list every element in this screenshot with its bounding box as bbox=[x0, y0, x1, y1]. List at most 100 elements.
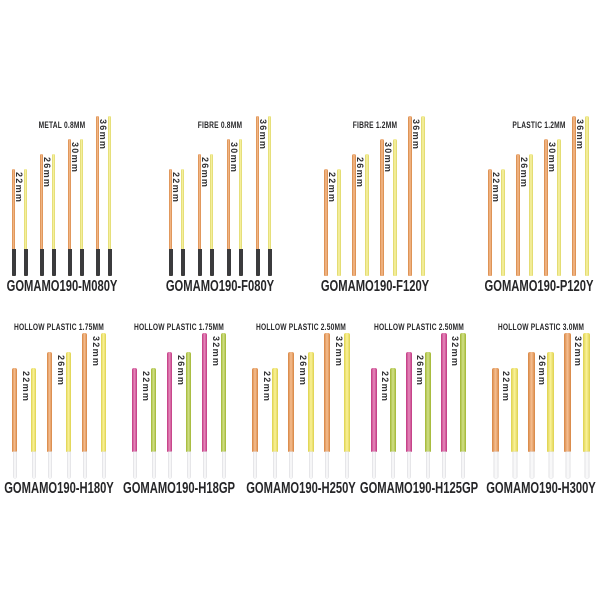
hollow-white-base bbox=[289, 452, 293, 478]
antenna-stick-yellow bbox=[31, 368, 36, 478]
stick-pair: 26mm bbox=[39, 154, 56, 276]
antenna-stick-orange bbox=[380, 139, 384, 276]
black-base-tip bbox=[107, 249, 112, 276]
black-base-tip bbox=[238, 249, 243, 276]
antenna-stick-orange bbox=[255, 116, 260, 276]
antenna-stick-green bbox=[186, 352, 191, 478]
stick-pair: 26mm bbox=[47, 352, 71, 478]
stick-length-label: 32mm bbox=[334, 336, 344, 368]
antenna-stick-orange bbox=[492, 368, 499, 478]
antenna-stick-orange bbox=[197, 154, 202, 276]
hollow-white-base bbox=[407, 452, 411, 478]
antenna-stick-yellow bbox=[529, 154, 533, 276]
black-base-tip bbox=[95, 249, 100, 276]
antenna-stick-green bbox=[151, 368, 156, 478]
group-material-header: FIBRE 0.8MM bbox=[197, 120, 243, 131]
black-base-tip bbox=[267, 249, 272, 276]
antenna-stick-yellow bbox=[180, 169, 185, 276]
stick-pair: 22mm bbox=[488, 169, 505, 276]
antenna-stick-yellow bbox=[66, 352, 71, 478]
antenna-stick-yellow bbox=[365, 154, 369, 276]
stick-pair: 30mm bbox=[67, 139, 84, 276]
antenna-stick-orange bbox=[67, 139, 72, 276]
group-material-header: PLASTIC 1.2MM bbox=[511, 120, 566, 131]
antenna-stick-yellow bbox=[511, 368, 518, 478]
stick-pair: 26mm bbox=[197, 154, 214, 276]
group-material-header: FIBRE 1.2MM bbox=[352, 120, 397, 131]
stick-lineup: 22mm 26mm 32mm bbox=[252, 333, 350, 478]
stick-length-label: 26mm bbox=[42, 157, 52, 189]
product-code: GOMAMO190-H18GP bbox=[122, 480, 236, 497]
antenna-stick-yellow bbox=[267, 116, 272, 276]
stick-pair: 32mm bbox=[324, 333, 350, 478]
antenna-stick-orange bbox=[352, 154, 356, 276]
stick-length-label: 22mm bbox=[501, 371, 511, 403]
stick-length-label: 26mm bbox=[519, 157, 529, 189]
stick-length-label: 36mm bbox=[258, 119, 268, 151]
product-code: GOMAMO190-F120Y bbox=[320, 278, 429, 295]
antenna-stick-orange bbox=[252, 368, 258, 478]
black-base-tip bbox=[39, 249, 44, 276]
antenna-stick-yellow bbox=[421, 116, 425, 276]
hollow-white-base bbox=[67, 452, 70, 478]
antenna-stick-orange bbox=[324, 169, 328, 276]
stick-length-label: 32mm bbox=[573, 336, 583, 368]
stick-pair: 36mm bbox=[408, 116, 425, 276]
antenna-stick-orange bbox=[544, 139, 548, 276]
antenna-stick-yellow bbox=[583, 333, 590, 478]
stick-length-label: 32mm bbox=[91, 336, 101, 368]
antenna-stick-orange bbox=[168, 169, 173, 276]
stick-pair: 22mm bbox=[11, 169, 28, 276]
product-code: GOMAMO190-H300Y bbox=[486, 480, 596, 497]
antenna-stick-yellow bbox=[238, 139, 243, 276]
antenna-stick-pink bbox=[132, 368, 137, 478]
stick-length-label: 32mm bbox=[211, 336, 221, 368]
stick-lineup: 22mm 26mm 32mm bbox=[492, 333, 590, 478]
stick-length-label: 36mm bbox=[411, 119, 421, 151]
stick-length-label: 30mm bbox=[547, 142, 557, 174]
stick-length-label: 26mm bbox=[537, 355, 547, 387]
black-base-tip bbox=[209, 249, 214, 276]
stick-length-label: 22mm bbox=[327, 172, 337, 204]
stick-pair: 32mm bbox=[564, 333, 590, 478]
group-material-header: HOLLOW PLASTIC 3.0MM bbox=[497, 322, 585, 333]
product-row: METAL 0.8MM 22mm 26mm 30mm 36mm GOMAMO190-M08… bbox=[0, 100, 600, 300]
hollow-white-base bbox=[565, 452, 570, 478]
group-material-header: HOLLOW PLASTIC 2.50MM bbox=[255, 322, 347, 333]
stick-length-label: 36mm bbox=[575, 119, 585, 151]
antenna-stick-yellow bbox=[547, 352, 554, 478]
hollow-white-base bbox=[325, 452, 329, 478]
hollow-white-base bbox=[152, 452, 155, 478]
stick-length-label: 22mm bbox=[14, 172, 24, 204]
antenna-stick-yellow bbox=[79, 139, 84, 276]
hollow-white-base bbox=[529, 452, 534, 478]
stick-pair: 36mm bbox=[572, 116, 589, 276]
antenna-stick-yellow bbox=[585, 116, 589, 276]
black-base-tip bbox=[168, 249, 173, 276]
antenna-stick-yellow bbox=[101, 333, 106, 478]
hollow-white-base bbox=[442, 452, 446, 478]
antenna-stick-orange bbox=[564, 333, 571, 478]
stick-lineup: 22mm 26mm 30mm 36mm bbox=[488, 116, 589, 276]
antenna-stick-green bbox=[425, 352, 431, 478]
antenna-stick-pink bbox=[202, 333, 207, 478]
hollow-white-base bbox=[253, 452, 257, 478]
antenna-stick-yellow bbox=[337, 169, 341, 276]
stick-pair: 26mm bbox=[516, 154, 533, 276]
antenna-stick-orange bbox=[226, 139, 231, 276]
black-base-tip bbox=[51, 249, 56, 276]
antenna-stick-yellow bbox=[308, 352, 314, 478]
hollow-white-base bbox=[32, 452, 35, 478]
antenna-stick-yellow bbox=[393, 139, 397, 276]
stick-pair: 26mm bbox=[288, 352, 314, 478]
stick-length-label: 26mm bbox=[415, 355, 425, 387]
black-base-tip bbox=[23, 249, 28, 276]
stick-length-label: 26mm bbox=[176, 355, 186, 387]
stick-pair: 36mm bbox=[95, 116, 112, 276]
stick-pair: 22mm bbox=[324, 169, 341, 276]
black-base-tip bbox=[255, 249, 260, 276]
antenna-stick-yellow bbox=[209, 154, 214, 276]
hollow-white-base bbox=[102, 452, 105, 478]
stick-lineup: 22mm 26mm 30mm 36mm bbox=[324, 116, 425, 276]
